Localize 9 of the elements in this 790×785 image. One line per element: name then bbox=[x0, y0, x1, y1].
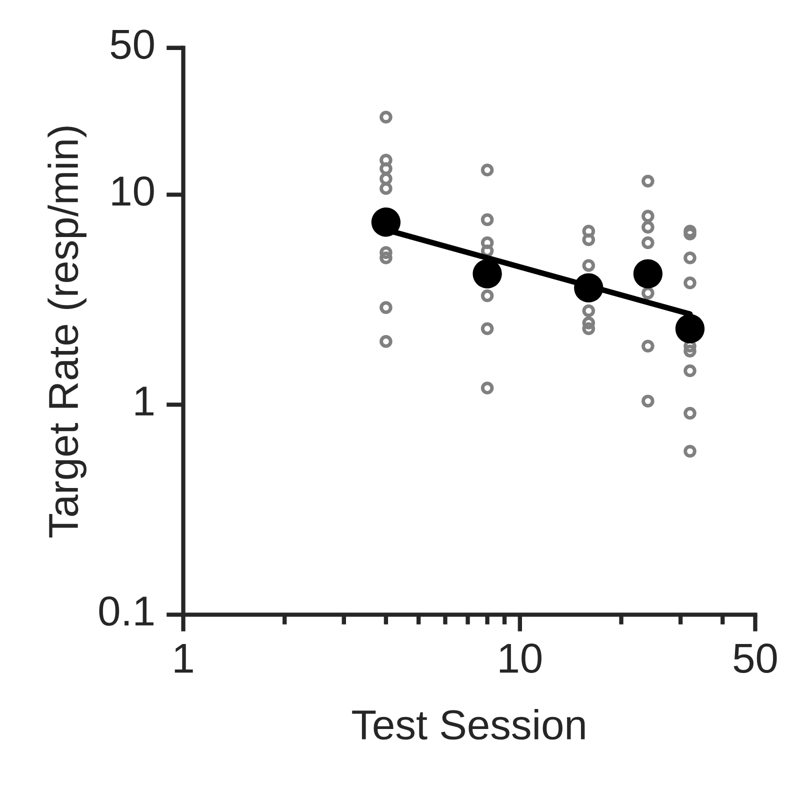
y-axis-title: Target Rate (resp/min) bbox=[48, 126, 86, 538]
y-tick-label: 50 bbox=[110, 30, 154, 60]
y-tick-label: 10 bbox=[112, 176, 154, 206]
y-tick-label: 1 bbox=[136, 386, 154, 416]
x-tick-label: 1 bbox=[174, 644, 193, 673]
x-tick-label: 10 bbox=[500, 644, 542, 674]
x-tick-label: 50 bbox=[734, 644, 777, 674]
y-tick-label: 0.1 bbox=[99, 596, 154, 626]
x-axis-title: Test Session bbox=[352, 709, 585, 740]
